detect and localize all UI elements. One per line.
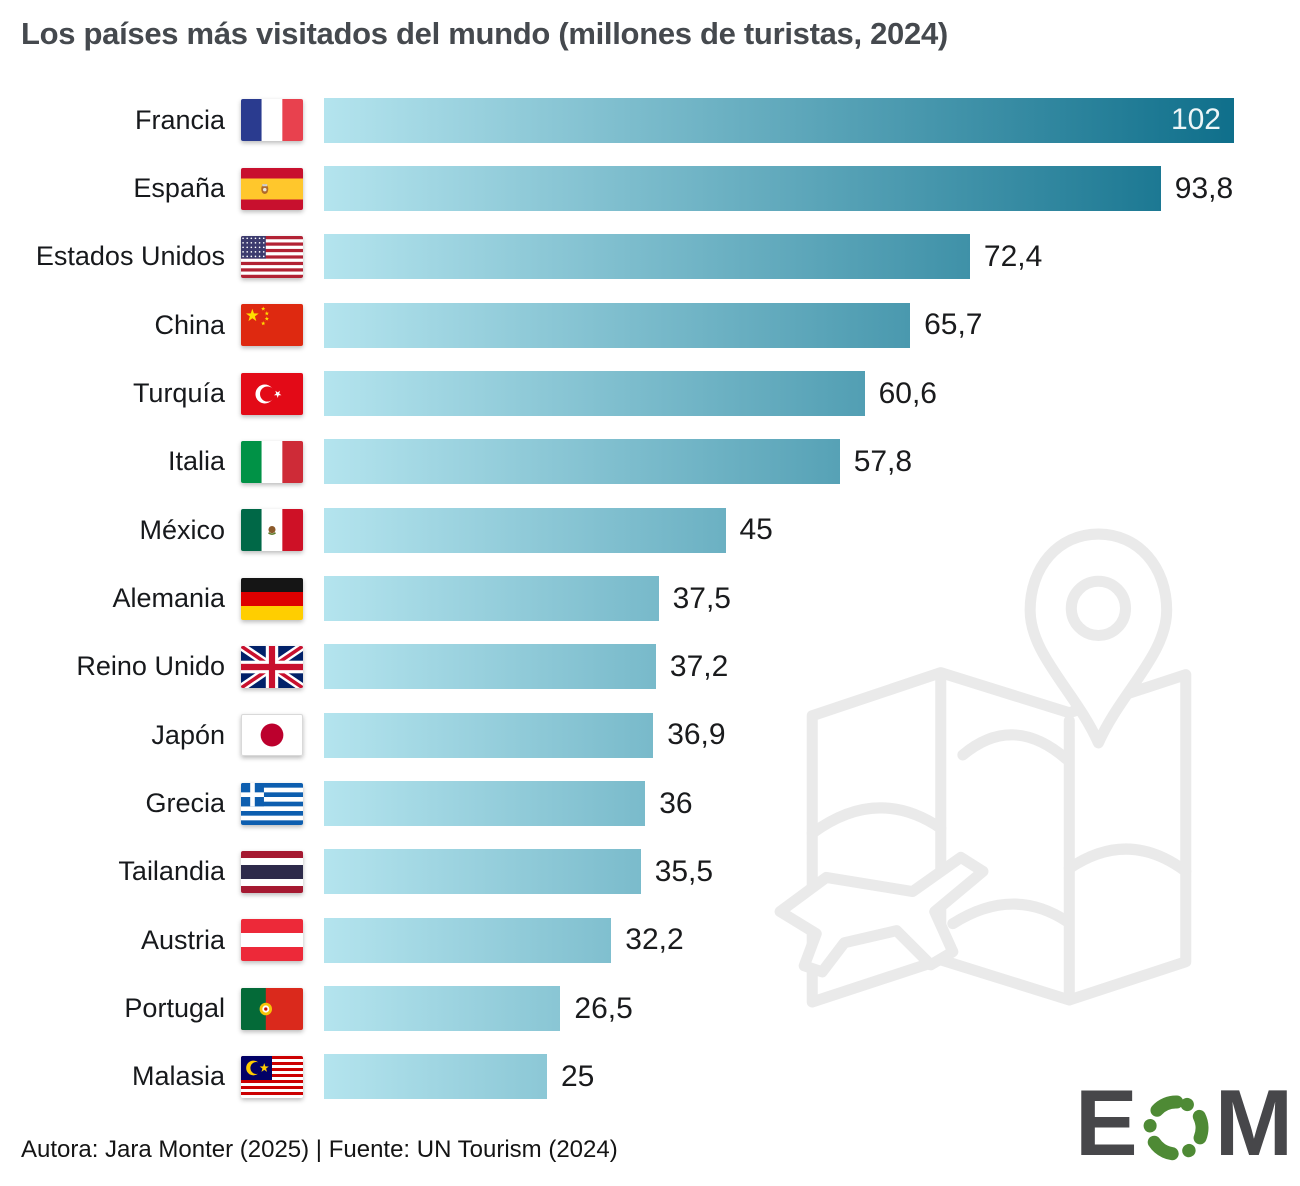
bar-track: 35,5	[324, 849, 1283, 895]
bar-track: 60,6	[324, 371, 1283, 417]
country-label: Francia	[134, 104, 225, 135]
bar-chart: Francia 102 España 93,8 Estados Unidos 72,4 Ch…	[21, 86, 1283, 1111]
country-label: Estados Unidos	[35, 241, 225, 272]
value-label: 57,8	[853, 444, 913, 478]
bar-track: 25	[324, 1054, 1283, 1100]
bar-row: Estados Unidos 72,4	[21, 223, 1283, 291]
bar-row: Italia 57,8	[21, 428, 1283, 496]
bar-row: Malasia 25	[21, 1043, 1283, 1111]
value-label: 37,2	[669, 649, 729, 683]
value-label: 93,8	[1174, 171, 1234, 205]
value-label: 65,7	[924, 308, 983, 342]
bar-track: 26,5	[324, 986, 1283, 1032]
bar-track: 57,8	[324, 439, 1283, 485]
bar-row: Tailandia 35,5	[21, 838, 1283, 906]
bar-track: 45	[324, 507, 1283, 553]
value-label: 102	[1170, 103, 1221, 137]
airplane-icon	[774, 851, 989, 978]
flag-icon-fr	[241, 99, 303, 142]
flag-icon-my	[241, 1055, 303, 1098]
country-label: Malasia	[131, 1061, 225, 1092]
bar-th	[324, 849, 641, 895]
eom-logo: E M	[1074, 1070, 1293, 1175]
bar-track: 37,5	[324, 576, 1283, 622]
country-label: Japón	[151, 719, 225, 750]
value-label: 25	[561, 1059, 595, 1093]
bar-track: 65,7	[324, 302, 1283, 348]
bar-row: Francia 102	[21, 86, 1283, 154]
bar-track: 102	[324, 97, 1283, 143]
flag-icon-jp	[241, 714, 303, 757]
bar-track: 36	[324, 781, 1283, 827]
bar-track: 93,8	[324, 166, 1283, 212]
bar-row: Portugal 26,5	[21, 974, 1283, 1042]
value-label: 32,2	[625, 923, 684, 957]
flag-icon-gr	[241, 782, 303, 825]
country-label: Reino Unido	[76, 651, 225, 682]
value-label: 60,6	[878, 376, 937, 410]
bar-track: 37,2	[324, 644, 1283, 690]
value-label: 36,9	[667, 718, 726, 752]
bar-row: China 65,7	[21, 291, 1283, 359]
source-credit: Autora: Jara Monter (2025) | Fuente: UN …	[21, 1136, 618, 1163]
bar-my	[324, 1054, 547, 1100]
bar-track: 72,4	[324, 234, 1283, 280]
country-label: España	[133, 173, 225, 204]
bar-track: 32,2	[324, 917, 1283, 963]
bar-row: Alemania 37,5	[21, 564, 1283, 632]
bar-gr	[324, 781, 646, 827]
flag-icon-pt	[241, 987, 303, 1030]
country-label: Austria	[140, 924, 225, 955]
bar-fr: 102	[324, 97, 1234, 143]
bar-row: Turquía 60,6	[21, 359, 1283, 427]
bar-row: Grecia 36	[21, 769, 1283, 837]
logo-letter-m: M	[1214, 1070, 1293, 1175]
flag-icon-th	[241, 850, 303, 893]
flag-icon-cn	[241, 304, 303, 347]
value-label: 36	[659, 786, 693, 820]
chart-title: Los países más visitados del mundo (mill…	[21, 16, 948, 51]
country-label: Alemania	[112, 583, 225, 614]
travel-map-watermark-icon	[772, 522, 1224, 1009]
bar-row: España 93,8	[21, 154, 1283, 222]
bar-at	[324, 917, 612, 963]
bar-row: Austria 32,2	[21, 906, 1283, 974]
flag-icon-us	[241, 235, 303, 278]
value-label: 26,5	[574, 991, 633, 1025]
value-label: 35,5	[654, 854, 714, 888]
value-label: 37,5	[672, 581, 731, 615]
flag-icon-tr	[241, 372, 303, 415]
flag-icon-es	[241, 167, 303, 210]
bar-jp	[324, 712, 654, 758]
bar-es	[324, 166, 1161, 212]
country-label: China	[154, 309, 225, 340]
bar-row: Reino Unido 37,2	[21, 633, 1283, 701]
bar-gb	[324, 644, 656, 690]
bar-mx	[324, 507, 726, 553]
logo-o-dotted-circle-icon	[1143, 1095, 1209, 1161]
bar-it	[324, 439, 840, 485]
logo-letter-e: E	[1074, 1070, 1138, 1175]
bar-track: 36,9	[324, 712, 1283, 758]
bar-row: Japón 36,9	[21, 701, 1283, 769]
country-label: México	[139, 514, 225, 545]
bar-de	[324, 576, 659, 622]
bar-us	[324, 234, 970, 280]
value-label: 72,4	[983, 239, 1043, 273]
bar-cn	[324, 302, 911, 348]
flag-icon-mx	[241, 509, 303, 552]
bar-row: México 45	[21, 496, 1283, 564]
country-label: Tailandia	[118, 856, 225, 887]
flag-icon-it	[241, 440, 303, 483]
flag-icon-at	[241, 919, 303, 962]
bar-tr	[324, 371, 865, 417]
value-label: 45	[739, 513, 773, 547]
country-label: Italia	[167, 446, 225, 477]
country-label: Grecia	[145, 788, 225, 819]
flag-icon-gb	[241, 645, 303, 688]
bar-pt	[324, 986, 561, 1032]
flag-icon-de	[241, 577, 303, 620]
country-label: Turquía	[132, 378, 225, 409]
country-label: Portugal	[124, 993, 225, 1024]
